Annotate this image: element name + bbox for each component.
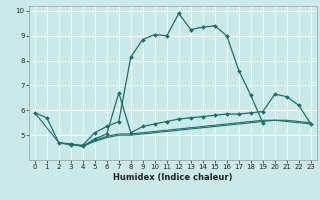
X-axis label: Humidex (Indice chaleur): Humidex (Indice chaleur) <box>113 173 233 182</box>
